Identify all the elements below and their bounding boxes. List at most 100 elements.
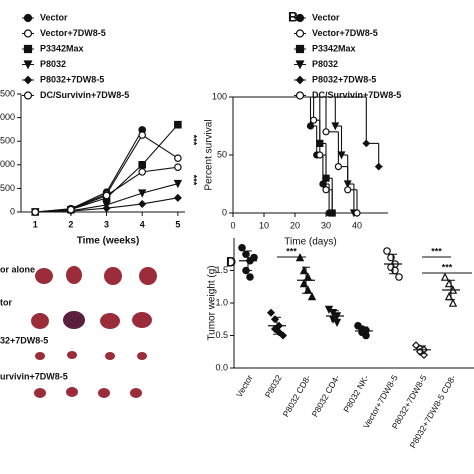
- marker: [173, 179, 183, 189]
- marker: [319, 180, 327, 188]
- marker: [316, 151, 324, 159]
- marker: [138, 199, 147, 209]
- legend-label: P3342Max: [40, 43, 84, 53]
- row-label: or alone: [0, 264, 35, 274]
- y-tick-label: 0.5: [215, 330, 228, 340]
- x-tick-label: P8032: [263, 373, 284, 400]
- marker: [138, 189, 147, 198]
- y-tick-label: 50: [217, 149, 227, 159]
- legend-marker: [23, 13, 33, 23]
- significance: ***: [286, 246, 297, 256]
- legend-marker: [295, 13, 305, 23]
- x-tick-label: P8032 CD8-: [281, 373, 313, 419]
- marker: [448, 298, 458, 307]
- marker: [31, 208, 40, 216]
- y-tick-label: 100: [212, 91, 227, 101]
- panel-c: or alone tor 32+7DW8-5 urvivin+7DW8-5: [0, 264, 157, 398]
- x-tick-label: 2: [68, 219, 73, 229]
- panel-letter: D: [226, 254, 236, 270]
- y-tick-label: 1.0: [215, 297, 228, 307]
- y-tick-label: 0: [10, 206, 15, 216]
- legend-marker: [295, 29, 305, 38]
- marker: [337, 151, 346, 160]
- y-tick-label: 0: [222, 207, 227, 217]
- legend-label: Vector: [312, 12, 340, 22]
- y-tick-label: 500: [0, 183, 15, 193]
- legend-label: P8032: [40, 59, 66, 69]
- marker: [102, 191, 111, 200]
- legend-marker: [295, 44, 305, 54]
- significance: ***: [442, 262, 453, 272]
- legend-marker: [23, 29, 33, 38]
- tumor-images: [31, 266, 157, 398]
- marker: [138, 131, 147, 139]
- legend-marker: [295, 75, 305, 85]
- x-tick-label: 30: [321, 220, 331, 230]
- row-label: 32+7DW8-5: [0, 335, 48, 345]
- significance: ***: [189, 135, 199, 146]
- legend-marker: [295, 91, 305, 100]
- y-tick-label: 0.0: [215, 362, 228, 372]
- x-tick-label: P8032 NK-: [341, 373, 371, 414]
- marker: [246, 273, 254, 281]
- marker: [316, 139, 324, 147]
- legend-marker: [23, 44, 33, 54]
- marker: [411, 341, 421, 350]
- x-tick-label: 20: [290, 220, 300, 230]
- marker: [322, 128, 330, 136]
- marker: [383, 247, 391, 255]
- marker: [266, 308, 276, 317]
- legend-label: P8032+7DW8-5: [40, 74, 104, 84]
- panel-letter: B: [288, 9, 298, 25]
- legend-marker: [23, 60, 33, 70]
- marker: [250, 253, 258, 262]
- x-tick-label: 0: [230, 220, 235, 230]
- legend-label: DC/Survivin+7DW8-5: [40, 90, 129, 100]
- x-tick-label: 10: [259, 220, 269, 230]
- marker: [173, 193, 182, 202]
- marker: [174, 120, 182, 129]
- legend-marker: [295, 60, 305, 70]
- x-tick-label: Vector: [234, 373, 255, 399]
- legend-label: P8032+7DW8-5: [312, 74, 376, 84]
- marker: [374, 162, 383, 171]
- marker: [334, 163, 343, 171]
- legend-marker: [23, 91, 33, 100]
- marker: [307, 291, 317, 301]
- y-tick-label: 1.5: [215, 265, 228, 275]
- marker: [67, 205, 75, 214]
- y-axis-title: Percent survival: [204, 119, 215, 190]
- legend-label: Vector+7DW8-5: [40, 28, 106, 38]
- marker: [353, 209, 361, 217]
- legend-label: P8032: [312, 59, 338, 69]
- x-tick-label: 40: [352, 220, 362, 230]
- significance: ***: [431, 246, 442, 256]
- marker: [174, 163, 182, 171]
- marker: [310, 116, 318, 124]
- x-axis-title: Time (weeks): [77, 236, 140, 247]
- x-axis-title: Time (days): [284, 237, 336, 248]
- legend-label: Vector+7DW8-5: [312, 28, 378, 38]
- x-tick-label: 4: [140, 219, 145, 229]
- marker: [322, 174, 330, 182]
- y-tick-label: 2500: [0, 88, 15, 98]
- x-tick-label: 3: [104, 219, 109, 229]
- legend-label: P3342Max: [312, 43, 356, 53]
- x-tick-label: P8032 CD4-: [310, 373, 342, 419]
- marker: [306, 122, 315, 130]
- marker: [138, 168, 147, 176]
- y-tick-label: 2000: [0, 112, 15, 122]
- marker: [362, 139, 371, 148]
- x-tick-label: 1: [33, 219, 38, 229]
- marker: [331, 122, 340, 131]
- marker: [238, 244, 246, 252]
- marker: [138, 161, 147, 169]
- y-tick-label: 1500: [0, 136, 15, 146]
- y-axis-title: Tumor weight (g): [207, 265, 218, 340]
- legend-label: DC/Survivin+7DW8-5: [312, 90, 401, 100]
- significance: ***: [189, 175, 199, 186]
- marker: [322, 186, 330, 194]
- marker: [174, 154, 182, 162]
